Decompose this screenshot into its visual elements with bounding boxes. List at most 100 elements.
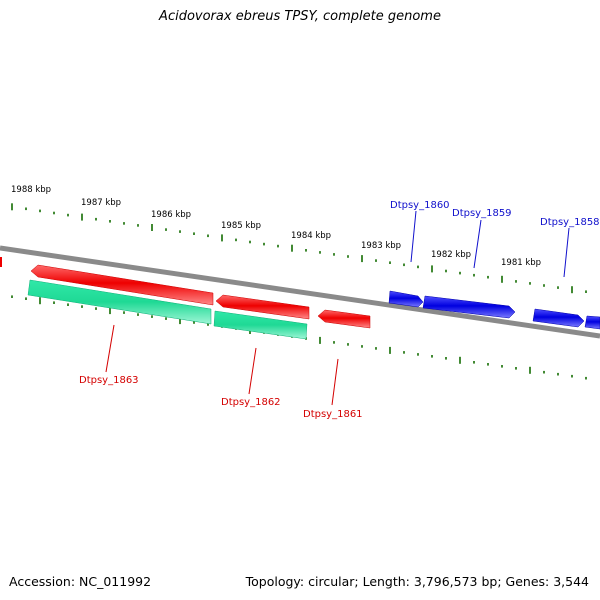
gene-label-dtpsy-1859[interactable]: Dtpsy_1859	[452, 208, 512, 219]
map-title: Acidovorax ebreus TPSY, complete genome	[159, 9, 441, 24]
scale-minor-tick	[515, 280, 517, 283]
leader-dtpsy-1861	[331, 358, 339, 406]
scale-major-tick	[361, 255, 363, 263]
scale-minor-tick	[333, 253, 335, 256]
scale-minor-tick	[529, 282, 531, 285]
scale-label-1982: 1982 kbp	[431, 250, 471, 260]
scale-minor-tick	[123, 222, 125, 225]
scale-minor-tick	[585, 376, 587, 380]
label-leaders	[105, 210, 570, 406]
scale-minor-tick	[207, 234, 209, 238]
leader-dtpsy-1862	[248, 347, 257, 395]
scale-minor-tick	[375, 259, 377, 262]
scale-minor-tick	[389, 261, 391, 264]
rna-feature-1862[interactable]	[213, 310, 308, 340]
scale-minor-tick	[431, 355, 433, 358]
scale-minor-tick	[67, 303, 69, 306]
scale-minor-tick	[81, 305, 83, 308]
scale-major-tick	[179, 317, 181, 325]
scale-minor-tick	[95, 307, 97, 310]
scale-minor-tick	[305, 249, 307, 252]
scale-minor-tick	[39, 209, 41, 213]
scale-minor-tick	[403, 263, 405, 267]
scale-label-1985: 1985 kbp	[221, 221, 261, 231]
gene-dtpsy-1858[interactable]	[532, 308, 585, 328]
scale-minor-tick	[347, 255, 349, 258]
scale-minor-tick	[487, 275, 489, 279]
scale-minor-tick	[109, 220, 111, 223]
leader-dtpsy-1858	[563, 227, 570, 278]
reverse-strand-genes	[0, 257, 371, 329]
scale-minor-tick	[571, 374, 573, 378]
scale-minor-tick	[207, 323, 209, 326]
scale-minor-tick	[319, 251, 321, 254]
scale-minor-tick	[179, 230, 181, 233]
scale-minor-tick	[501, 365, 503, 368]
gene-dtpsy-1863[interactable]	[30, 264, 214, 306]
scale-minor-tick	[165, 228, 167, 231]
gene-label-dtpsy-1863[interactable]: Dtpsy_1863	[79, 375, 139, 386]
gene-label-dtpsy-1860[interactable]: Dtpsy_1860	[390, 200, 450, 211]
scale-minor-tick	[263, 242, 265, 246]
gene-dtpsy-1861[interactable]	[317, 309, 371, 329]
scale-minor-tick	[53, 301, 55, 304]
scale-minor-tick	[249, 240, 251, 244]
scale-minor-tick	[557, 372, 559, 376]
scale-minor-tick	[543, 284, 545, 287]
scale-minor-tick	[543, 370, 545, 374]
scale-major-tick	[389, 346, 391, 354]
gene-label-dtpsy-1862[interactable]: Dtpsy_1862	[221, 397, 281, 408]
leader-dtpsy-1859	[473, 219, 482, 269]
scale-minor-tick	[165, 317, 167, 320]
scale-minor-tick	[25, 297, 27, 300]
scale-label-1987: 1987 kbp	[81, 198, 121, 208]
gene-partial-right[interactable]	[584, 315, 600, 330]
scale-minor-tick	[375, 347, 377, 350]
scale-major-tick	[151, 224, 153, 231]
scale-minor-tick	[123, 311, 125, 314]
scale-minor-tick	[137, 224, 139, 227]
scale-minor-tick	[557, 286, 559, 289]
scale-major-tick	[81, 213, 83, 221]
scale-minor-tick	[235, 238, 237, 242]
scale-minor-tick	[487, 363, 489, 366]
scale-major-tick	[571, 286, 573, 294]
accession-text: Accession: NC_011992	[9, 574, 152, 589]
forward-strand-genes	[388, 290, 600, 330]
gene-label-dtpsy-1861[interactable]: Dtpsy_1861	[303, 409, 363, 420]
scale-minor-tick	[347, 343, 349, 346]
rna-feature-1863[interactable]	[27, 279, 212, 325]
scale-major-tick	[221, 234, 223, 242]
scale-label-1983: 1983 kbp	[361, 241, 401, 251]
gene-partial-left[interactable]	[0, 257, 2, 267]
rna-features	[27, 279, 308, 340]
gene-label-dtpsy-1858[interactable]: Dtpsy_1858	[540, 217, 600, 228]
scale-minor-tick	[515, 367, 517, 370]
scale-minor-tick	[137, 313, 139, 316]
scale-minor-tick	[445, 357, 447, 360]
scale-minor-tick	[361, 345, 363, 348]
upper-scale-ring	[11, 203, 587, 294]
scale-minor-tick	[585, 290, 587, 293]
scale-minor-tick	[193, 321, 195, 324]
scale-minor-tick	[403, 351, 405, 354]
scale-major-tick	[39, 297, 41, 305]
scale-major-tick	[319, 336, 321, 344]
scale-minor-tick	[445, 269, 447, 273]
scale-minor-tick	[67, 213, 69, 217]
scale-minor-tick	[11, 295, 13, 298]
scale-minor-tick	[473, 273, 475, 277]
scale-minor-tick	[333, 341, 335, 344]
gene-dtpsy-1860[interactable]	[388, 290, 424, 308]
scale-minor-tick	[277, 244, 279, 248]
scale-minor-tick	[151, 315, 153, 318]
scale-major-tick	[109, 307, 111, 315]
genome-summary-text: Topology: circular; Length: 3,796,573 bp…	[245, 574, 589, 589]
gene-dtpsy-1862[interactable]	[215, 294, 310, 320]
scale-major-tick	[431, 265, 433, 273]
scale-major-tick	[529, 366, 531, 374]
scale-major-tick	[501, 275, 503, 283]
gene-dtpsy-1859[interactable]	[422, 295, 516, 319]
scale-minor-tick	[459, 271, 461, 275]
